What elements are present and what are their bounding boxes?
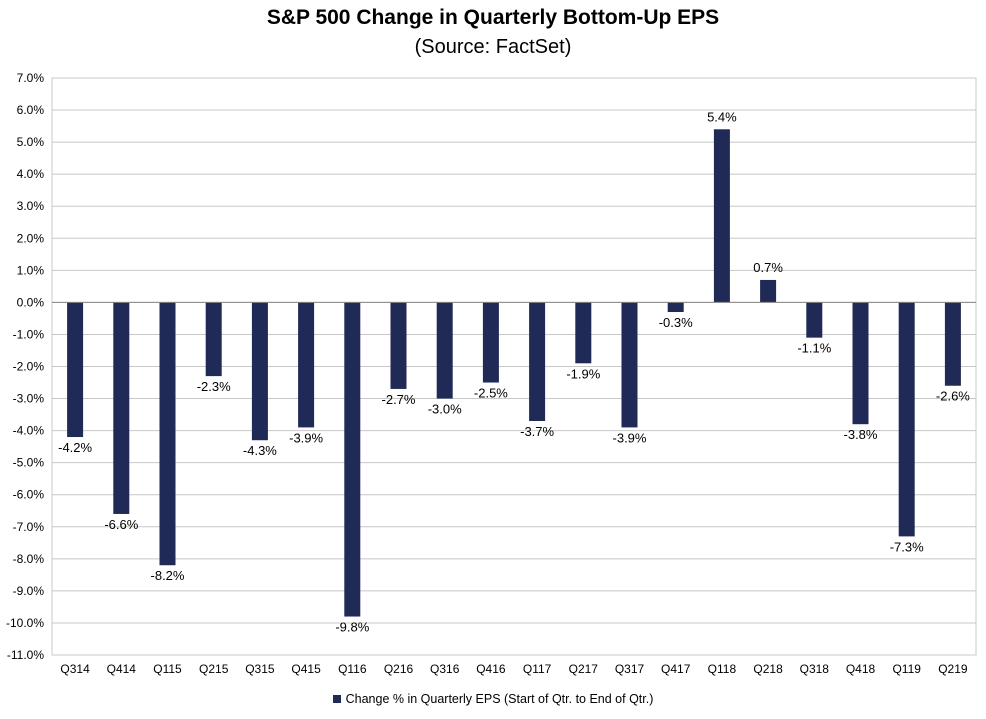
y-tick-label: -2.0% <box>13 360 45 374</box>
plot-border <box>51 77 977 656</box>
y-tick-label: 0.0% <box>17 295 45 309</box>
data-label: -7.3% <box>890 539 924 554</box>
y-tick-label: 5.0% <box>17 135 45 149</box>
data-label: -9.8% <box>335 620 369 635</box>
bar <box>806 302 823 338</box>
data-label: 5.4% <box>707 109 737 124</box>
x-tick-label: Q218 <box>753 662 783 676</box>
data-label: -1.1% <box>797 341 831 356</box>
legend-label: Change % in Quarterly EPS (Start of Qtr.… <box>345 692 654 706</box>
x-tick-label: Q417 <box>661 662 691 676</box>
y-tick-label: -3.0% <box>13 392 45 406</box>
bar <box>667 302 684 313</box>
bar <box>713 129 730 303</box>
x-tick-label: Q314 <box>60 662 90 676</box>
data-label: -0.3% <box>659 315 693 330</box>
x-tick-label: Q415 <box>291 662 321 676</box>
bar <box>298 302 315 428</box>
data-label: -2.3% <box>197 379 231 394</box>
x-tick-label: Q418 <box>846 662 876 676</box>
y-tick-label: 1.0% <box>17 263 45 277</box>
data-label: -3.8% <box>844 427 878 442</box>
bar <box>621 302 638 428</box>
y-tick-label: 6.0% <box>17 103 45 117</box>
y-tick-label: -8.0% <box>13 552 45 566</box>
data-label: -3.9% <box>289 430 323 445</box>
data-label: -3.9% <box>613 430 647 445</box>
y-tick-label: 4.0% <box>17 167 45 181</box>
y-tick-label: -1.0% <box>13 327 45 341</box>
y-tick-label: -11.0% <box>7 648 44 662</box>
y-tick-label: 7.0% <box>17 71 45 85</box>
bar <box>205 302 222 377</box>
bar <box>575 302 592 364</box>
x-tick-label: Q119 <box>892 662 921 676</box>
y-tick-label: -10.0% <box>6 616 44 630</box>
x-tick-label: Q117 <box>523 662 552 676</box>
data-label: -3.7% <box>520 424 554 439</box>
x-tick-label: Q216 <box>384 662 414 676</box>
bar <box>760 279 777 303</box>
chart-title: S&P 500 Change in Quarterly Bottom-Up EP… <box>266 6 720 29</box>
chart-legend: Change % in Quarterly EPS (Start of Qtr.… <box>0 692 986 706</box>
x-tick-label: Q317 <box>615 662 645 676</box>
x-tick-label: Q115 <box>153 662 182 676</box>
bar <box>436 302 453 399</box>
bar <box>852 302 869 425</box>
data-label: -2.7% <box>382 392 416 407</box>
data-label: -3.0% <box>428 402 462 417</box>
y-tick-label: -5.0% <box>13 456 45 470</box>
data-label: -2.5% <box>474 386 508 401</box>
bar <box>898 302 915 537</box>
y-tick-label: 3.0% <box>17 199 45 213</box>
bar <box>390 302 407 389</box>
bar <box>67 302 84 438</box>
data-label: -4.2% <box>58 440 92 455</box>
bar <box>159 302 176 566</box>
chart-subtitle: (Source: FactSet) <box>414 36 572 58</box>
y-tick-label: -7.0% <box>13 520 45 534</box>
y-tick-label: -6.0% <box>13 488 45 502</box>
data-label: -2.6% <box>936 389 970 404</box>
x-tick-label: Q318 <box>800 662 830 676</box>
y-tick-label: 2.0% <box>17 231 45 245</box>
bar <box>344 302 361 617</box>
x-tick-label: Q316 <box>430 662 460 676</box>
bar <box>529 302 546 421</box>
data-label: 0.7% <box>753 260 783 275</box>
data-label: -1.9% <box>566 366 600 381</box>
x-tick-label: Q217 <box>569 662 599 676</box>
y-tick-label: -4.0% <box>13 424 45 438</box>
bar <box>482 302 499 383</box>
x-tick-label: Q219 <box>938 662 968 676</box>
x-tick-label: Q414 <box>107 662 137 676</box>
bar <box>113 302 130 514</box>
x-tick-label: Q416 <box>476 662 506 676</box>
x-tick-label: Q118 <box>708 662 737 676</box>
y-tick-label: -9.0% <box>13 584 45 598</box>
x-tick-label: Q315 <box>245 662 275 676</box>
data-label: -6.6% <box>104 517 138 532</box>
x-tick-label: Q116 <box>338 662 367 676</box>
bar <box>251 302 268 441</box>
data-label: -8.2% <box>151 568 185 583</box>
data-label: -4.3% <box>243 443 277 458</box>
legend-swatch <box>332 695 341 703</box>
x-tick-label: Q215 <box>199 662 229 676</box>
bar <box>944 302 961 386</box>
